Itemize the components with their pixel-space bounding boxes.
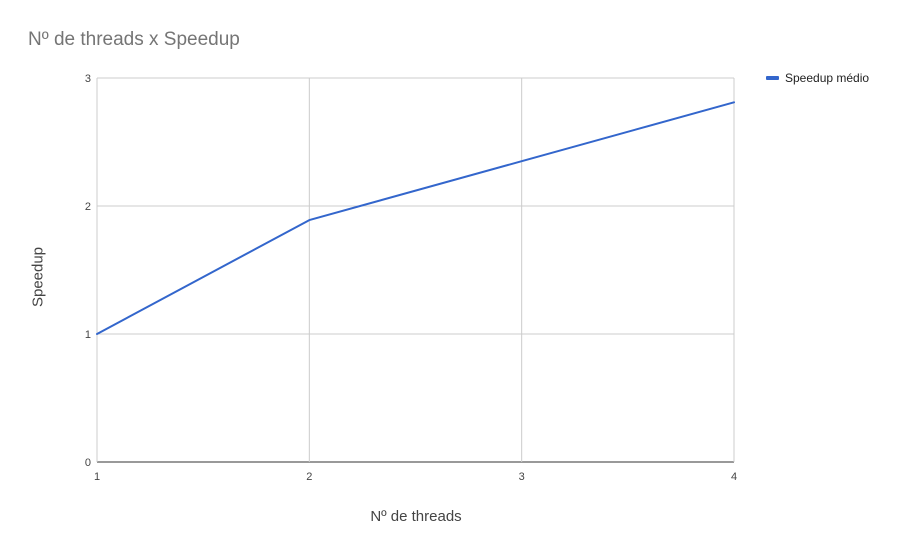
x-tick-label: 3	[519, 471, 525, 483]
y-tick-label: 0	[85, 457, 91, 469]
y-tick-label: 1	[85, 329, 91, 341]
series-line	[96, 101, 735, 335]
x-tick-label: 2	[306, 471, 312, 483]
y-tick-label: 3	[85, 73, 91, 85]
x-tick-label: 1	[94, 471, 100, 483]
x-axis-title: Nº de threads	[370, 508, 462, 525]
series-layer	[96, 101, 735, 335]
y-axis-title: Speedup	[29, 246, 47, 308]
grid	[96, 77, 735, 463]
chart-title: Nº de threads x Speedup	[28, 29, 240, 50]
y-tick-label: 2	[85, 201, 91, 213]
legend: Speedup médio	[766, 71, 869, 85]
x-tick-label: 4	[731, 471, 737, 483]
legend-label: Speedup médio	[785, 71, 870, 85]
legend-swatch	[766, 76, 779, 80]
